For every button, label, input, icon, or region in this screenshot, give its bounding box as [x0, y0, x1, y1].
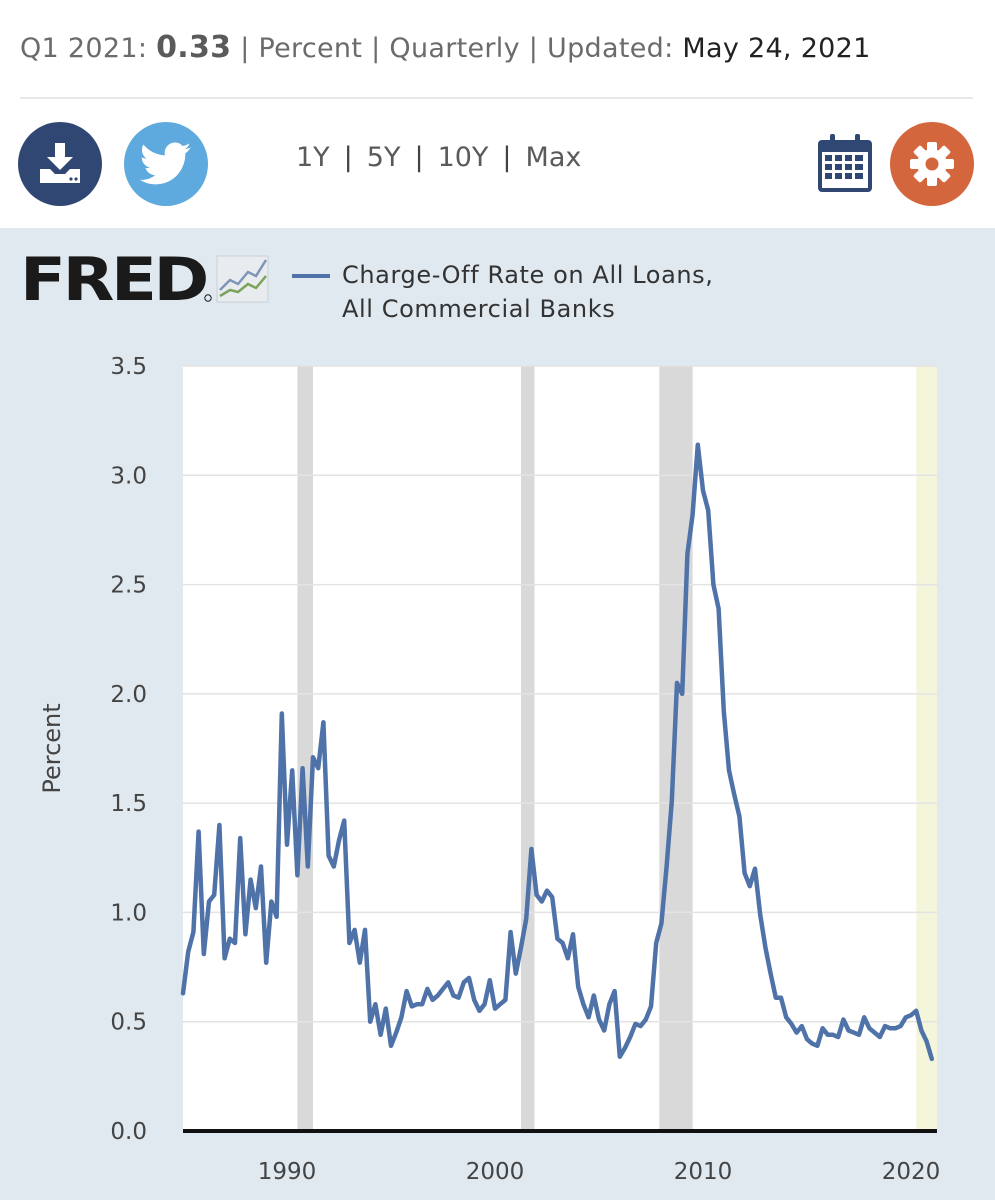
series-line [180, 442, 935, 1062]
range-1y[interactable]: 1Y [296, 142, 330, 173]
legend-series-name: Charge-Off Rate on All Loans, All Commer… [342, 261, 714, 323]
period-label: Q1 2021: [20, 33, 148, 64]
legend-swatch [292, 274, 330, 278]
fred-logo: FRED [20, 245, 272, 315]
y-tick-label: 2.0 [110, 682, 147, 708]
range-separator: | [502, 142, 512, 173]
svg-text:FRED: FRED [20, 250, 206, 306]
y-tick-label: 0.5 [110, 1010, 147, 1036]
plot-area [183, 366, 937, 1131]
x-tick-label: 2000 [466, 1159, 525, 1185]
range-max[interactable]: Max [525, 142, 582, 173]
y-tick-label: 1.0 [110, 900, 147, 926]
series-info-line: Q1 2021: 0.33 | Percent | Quarterly | Up… [20, 30, 871, 65]
twitter-button[interactable] [124, 122, 208, 206]
divider [20, 97, 973, 99]
line-chart: 0.0 0.5 1.0 1.5 2.0 2.5 3.0 3.5 1990 2000 2010 202… [38, 354, 941, 1185]
twitter-icon [140, 142, 191, 185]
y-tick-label: 3.5 [110, 354, 147, 380]
download-button[interactable] [18, 122, 102, 206]
units-label: | Percent [240, 33, 363, 64]
settings-button[interactable] [890, 122, 974, 206]
range-5y[interactable]: 5Y [366, 142, 401, 173]
updated-label: | Updated: [528, 33, 674, 64]
range-separator: | [343, 142, 353, 173]
toolbar: 1Y | 5Y | 10Y | Max [0, 118, 995, 208]
range-10y[interactable]: 10Y [437, 142, 489, 173]
y-tick-label: 2.5 [110, 573, 147, 599]
download-icon [40, 143, 80, 183]
recent-period-band [916, 366, 937, 1131]
y-tick-label: 3.0 [110, 463, 147, 489]
calendar-button[interactable] [816, 132, 874, 198]
latest-value: 0.33 [156, 30, 232, 65]
calendar-icon [818, 134, 872, 192]
updated-date: May 24, 2021 [682, 33, 871, 64]
y-tick-label: 0.0 [110, 1119, 147, 1145]
y-tick-label: 1.5 [110, 791, 147, 817]
date-range-selector: 1Y | 5Y | 10Y | Max [296, 142, 581, 173]
chart-legend: Charge-Off Rate on All Loans, All Commer… [292, 258, 752, 326]
range-separator: | [414, 142, 424, 173]
recession-band [297, 366, 313, 1131]
x-tick-label: 2010 [674, 1159, 733, 1185]
gear-icon [910, 142, 954, 186]
chart-panel: FRED Charge-Off Rate on All Loans, All C… [0, 228, 995, 1200]
y-axis-label: Percent [38, 703, 66, 793]
frequency-label: | Quarterly [371, 33, 520, 64]
x-tick-label: 2020 [882, 1159, 941, 1185]
x-tick-label: 1990 [258, 1159, 317, 1185]
recession-band [521, 366, 535, 1131]
